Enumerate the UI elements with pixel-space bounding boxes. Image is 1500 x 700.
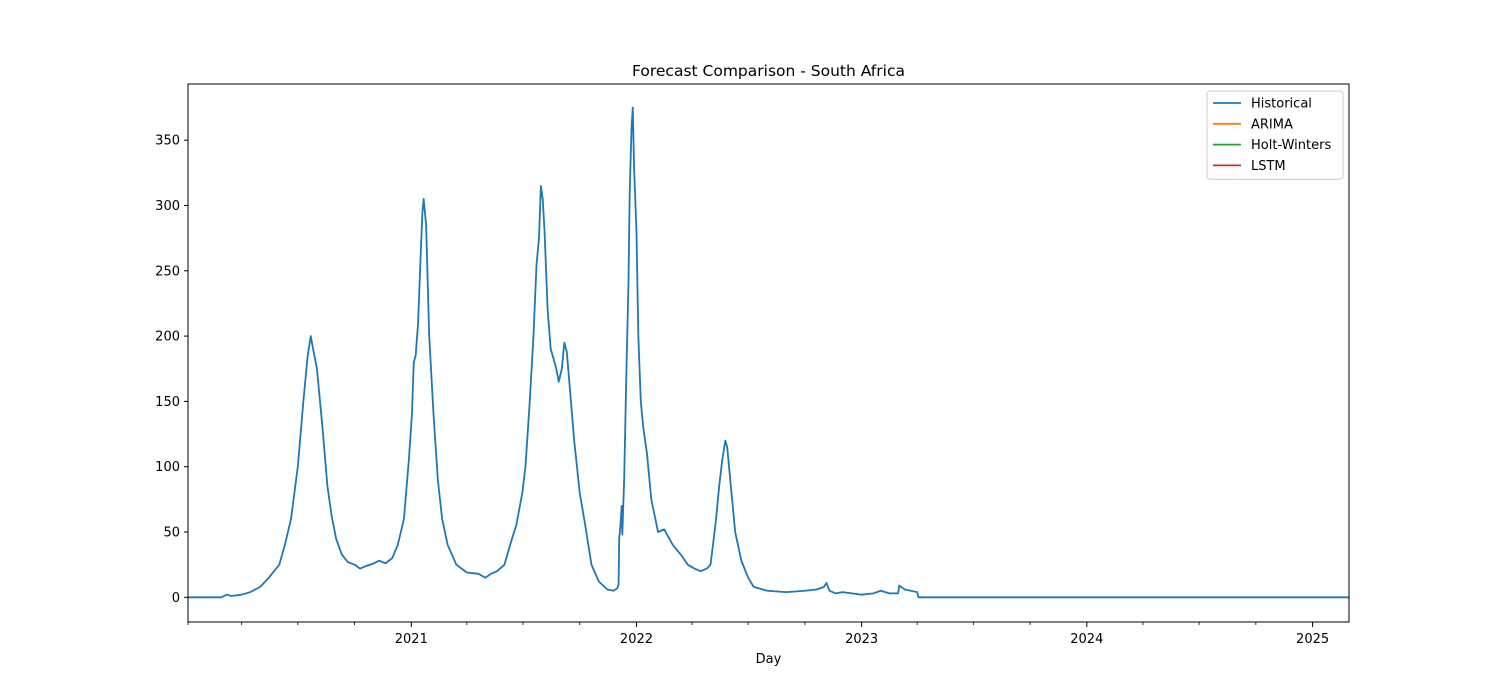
axes-frame (187, 83, 1350, 623)
legend-label: LSTM (1251, 159, 1286, 174)
legend-label: Holt-Winters (1251, 138, 1331, 153)
x-axis-label: Day (756, 652, 782, 667)
x-axis: 2021 2022 2023 2024 2025 (187, 622, 1329, 647)
legend-label: ARIMA (1251, 117, 1293, 132)
y-tick-label: 200 (155, 330, 180, 345)
y-tick-label: 150 (155, 395, 180, 410)
x-tick-label: 2023 (845, 632, 878, 647)
legend: Historical ARIMA Holt-Winters LSTM (1206, 90, 1344, 180)
y-axis: 0 50 100 150 200 250 300 350 (155, 134, 188, 606)
plot-area (187, 83, 1350, 623)
y-tick-label: 0 (172, 591, 180, 606)
x-tick-label: 2021 (395, 632, 428, 647)
series-line-historical (188, 106, 1349, 599)
y-tick-label: 250 (155, 264, 180, 279)
x-tick-label: 2025 (1296, 632, 1329, 647)
chart-title: Forecast Comparison - South Africa (632, 62, 905, 80)
x-tick-label: 2022 (620, 632, 653, 647)
legend-box (1206, 90, 1344, 180)
x-tick-label: 2024 (1070, 632, 1103, 647)
y-tick-label: 50 (163, 526, 180, 541)
legend-label: Historical (1251, 97, 1312, 112)
y-tick-label: 300 (155, 199, 180, 214)
y-tick-label: 100 (155, 460, 180, 475)
y-tick-label: 350 (155, 134, 180, 149)
